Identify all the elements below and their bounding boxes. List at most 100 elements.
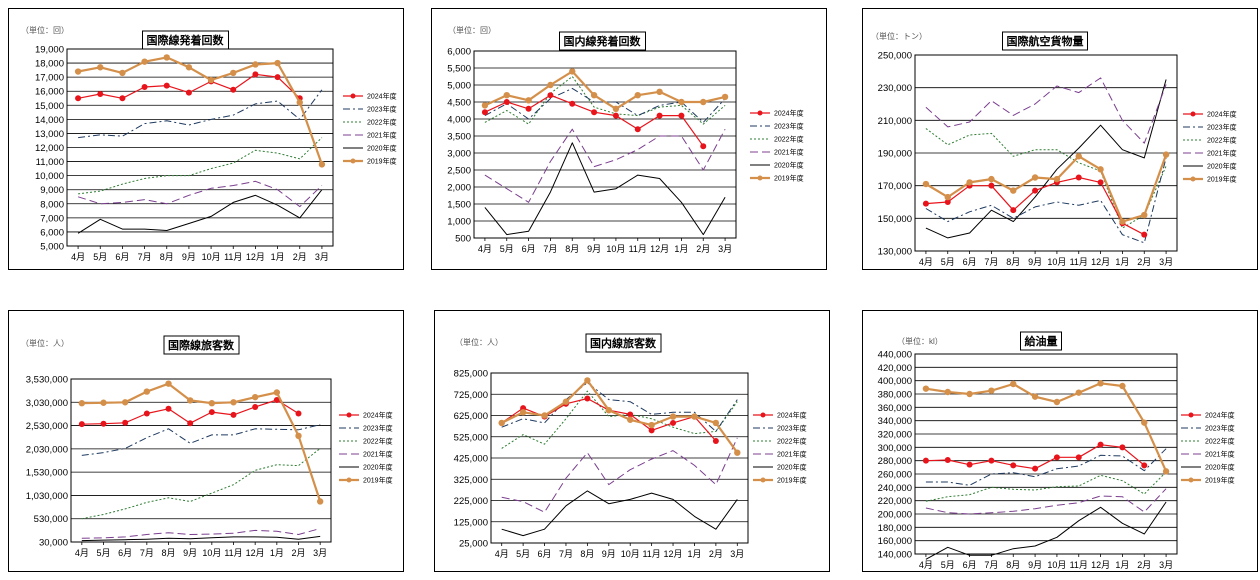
data-point bbox=[100, 420, 107, 427]
data-point bbox=[165, 380, 172, 387]
data-point bbox=[988, 457, 995, 464]
legend-marker bbox=[346, 477, 352, 483]
data-point bbox=[1031, 174, 1039, 181]
x-tick-label: 2月 bbox=[291, 548, 305, 558]
x-tick-label: 4月 bbox=[75, 548, 89, 558]
data-point bbox=[1075, 174, 1082, 181]
legend-label: 2022年度 bbox=[363, 437, 393, 446]
x-tick-label: 11月 bbox=[1070, 257, 1088, 267]
y-tick-label: 10,000 bbox=[35, 171, 64, 182]
data-point bbox=[230, 69, 237, 77]
plot-area bbox=[914, 353, 1178, 555]
data-point bbox=[1010, 207, 1017, 214]
x-tick-label: 6月 bbox=[118, 548, 132, 558]
data-point bbox=[274, 74, 281, 81]
series-line bbox=[925, 157, 1167, 244]
x-tick-label: 5月 bbox=[500, 244, 514, 254]
y-tick-label: 11,000 bbox=[36, 157, 64, 168]
x-tick-label: 3月 bbox=[1159, 257, 1173, 267]
legend-label: 2022年度 bbox=[1207, 136, 1237, 145]
x-tick-label: 8月 bbox=[161, 548, 175, 558]
unit-label: （単位：回） bbox=[448, 25, 496, 35]
y-tick-label: 18,000 bbox=[35, 59, 64, 70]
data-point bbox=[1097, 380, 1104, 387]
x-tick-label: 8月 bbox=[160, 252, 174, 262]
data-point bbox=[1141, 419, 1148, 426]
x-tick-label: 1月 bbox=[271, 252, 285, 262]
data-point bbox=[503, 92, 510, 99]
y-tick-label: 170,000 bbox=[878, 181, 912, 192]
y-tick-label: 4,000 bbox=[447, 115, 471, 126]
legend-label: 2021年度 bbox=[363, 450, 393, 459]
data-point bbox=[678, 112, 685, 119]
legend-label: 2024年度 bbox=[774, 109, 804, 118]
y-tick-label: 3,500 bbox=[447, 132, 471, 143]
data-point bbox=[251, 393, 259, 401]
data-point bbox=[252, 71, 259, 78]
x-tick-label: 3月 bbox=[315, 252, 329, 262]
data-point bbox=[525, 97, 532, 104]
legend-label: 2020年度 bbox=[363, 463, 393, 472]
data-point bbox=[1010, 462, 1017, 469]
data-point bbox=[525, 105, 532, 112]
y-tick-label: 30,000 bbox=[39, 538, 68, 549]
data-point bbox=[1141, 211, 1148, 219]
x-tick-label: 4月 bbox=[495, 549, 509, 559]
data-point bbox=[605, 406, 612, 414]
series-line bbox=[925, 77, 1167, 144]
x-tick-label: 4月 bbox=[478, 244, 492, 254]
legend-label: 2020年度 bbox=[774, 161, 804, 170]
legend-marker bbox=[350, 158, 356, 164]
x-tick-label: 2月 bbox=[1137, 257, 1151, 267]
legend-label: 2023年度 bbox=[777, 424, 807, 433]
y-tick-label: 225,000 bbox=[454, 496, 488, 507]
x-tick-label: 7月 bbox=[559, 549, 573, 559]
y-tick-label: 210,000 bbox=[878, 116, 912, 127]
data-point bbox=[74, 68, 82, 75]
data-point bbox=[141, 58, 148, 65]
chart-svg: （単位：人） 25,000 125,000 225,000 325,000 425,000… bbox=[454, 333, 807, 559]
y-tick-label: 16,000 bbox=[35, 87, 64, 98]
x-tick-label: 9月 bbox=[1028, 257, 1042, 267]
x-tick-label: 12月 bbox=[650, 244, 669, 254]
x-tick-label: 8月 bbox=[1006, 560, 1020, 570]
y-tick-label: 190,000 bbox=[878, 149, 912, 160]
chart-domestic-passengers: （単位：人） 25,000 125,000 225,000 325,000 425,000… bbox=[434, 310, 830, 572]
x-tick-label: 5月 bbox=[941, 257, 955, 267]
data-point bbox=[966, 390, 973, 398]
data-point bbox=[1119, 444, 1126, 451]
legend-label: 2024年度 bbox=[1205, 411, 1235, 420]
data-point bbox=[721, 93, 729, 101]
x-tick-label: 3月 bbox=[1159, 560, 1173, 570]
x-tick-label: 10月 bbox=[606, 244, 625, 254]
data-point bbox=[944, 193, 951, 201]
y-tick-label: 250,000 bbox=[878, 51, 912, 62]
y-tick-label: 3,030,000 bbox=[26, 398, 68, 409]
legend-label: 2022年度 bbox=[367, 118, 397, 127]
y-tick-label: 530,000 bbox=[34, 514, 68, 525]
data-point bbox=[1119, 218, 1126, 225]
chart-svg: （単位：回） 500 1,000 1,500 2,000 2,500 3,000 3,500 4… bbox=[447, 25, 804, 254]
data-point bbox=[700, 98, 707, 106]
chart-title: 国内線発着回数 bbox=[564, 34, 642, 48]
y-tick-label: 3,000 bbox=[447, 149, 471, 160]
x-tick-label: 12月 bbox=[1091, 560, 1110, 570]
data-point bbox=[481, 109, 488, 116]
y-tick-label: 4,500 bbox=[447, 98, 471, 109]
y-tick-label: 325,000 bbox=[454, 475, 488, 486]
y-tick-label: 12,000 bbox=[35, 143, 64, 154]
data-point bbox=[922, 200, 929, 207]
y-tick-label: 2,000 bbox=[447, 183, 471, 194]
x-tick-label: 2月 bbox=[696, 244, 710, 254]
plot-area bbox=[473, 50, 737, 239]
series-line bbox=[484, 142, 726, 236]
x-tick-label: 5月 bbox=[941, 560, 955, 570]
data-point bbox=[141, 83, 148, 90]
y-tick-label: 13,000 bbox=[35, 129, 64, 140]
y-tick-label: 725,000 bbox=[454, 390, 488, 401]
data-point bbox=[590, 92, 598, 99]
data-point bbox=[163, 82, 170, 89]
y-tick-label: 6,000 bbox=[447, 47, 471, 58]
y-tick-label: 1,500 bbox=[447, 200, 471, 211]
legend-label: 2020年度 bbox=[367, 144, 397, 153]
